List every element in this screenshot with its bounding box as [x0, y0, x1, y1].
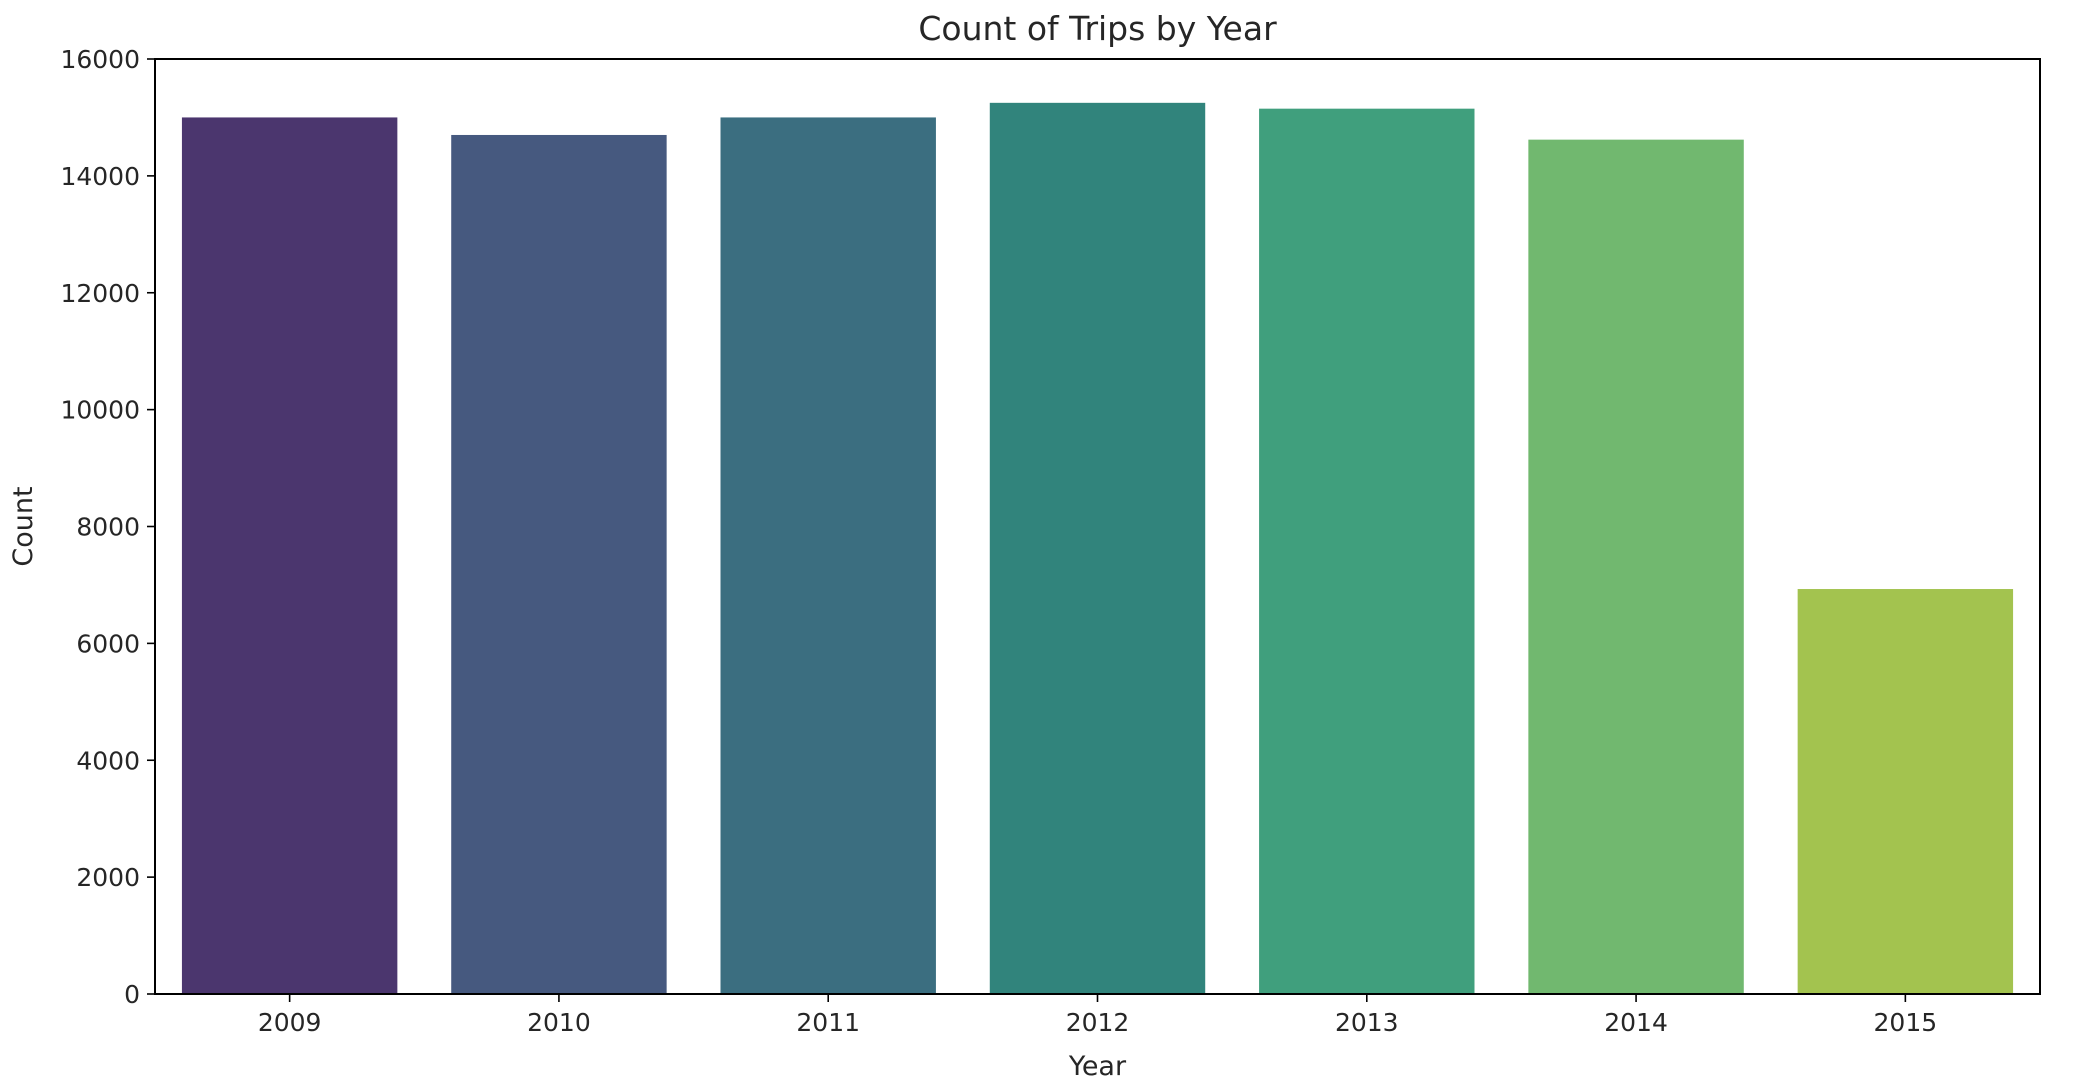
bars-layer: [181, 102, 2014, 995]
y-tick-label: 0: [124, 980, 140, 1009]
bar-2012: [989, 102, 1206, 994]
x-tick-label: 2010: [527, 1008, 591, 1037]
plot-frame: [154, 58, 2041, 995]
x-tick-label: 2011: [796, 1008, 860, 1037]
bar-2014: [1528, 139, 1744, 995]
bar-2010: [451, 134, 667, 994]
bar-2009: [181, 117, 398, 994]
chart-title: Count of Trips by Year: [918, 9, 1277, 48]
x-tick-label: 2009: [258, 1008, 322, 1037]
y-tick-label: 4000: [76, 746, 140, 775]
x-tick-label: 2013: [1335, 1008, 1399, 1037]
y-axis-label: Count: [8, 486, 39, 566]
y-tick-label: 14000: [60, 162, 140, 191]
ticks-layer: 2009 2010 2011 2012 2013 2014 2015 0 2000 4000 600…: [60, 45, 1937, 1037]
bar-2015: [1797, 589, 2014, 994]
y-tick-label: 8000: [76, 513, 140, 542]
y-tick-label: 16000: [60, 45, 140, 74]
bar-2011: [720, 117, 936, 994]
x-tick-label: 2012: [1066, 1008, 1130, 1037]
y-tick-label: 6000: [76, 629, 140, 658]
x-axis-label: Year: [1068, 1051, 1127, 1078]
y-tick-label: 12000: [60, 279, 140, 308]
bar-2013: [1259, 108, 1475, 994]
y-tick-label: 2000: [76, 863, 140, 892]
y-tick-label: 10000: [60, 396, 140, 425]
x-tick-label: 2015: [1874, 1008, 1938, 1037]
x-tick-label: 2014: [1604, 1008, 1668, 1037]
